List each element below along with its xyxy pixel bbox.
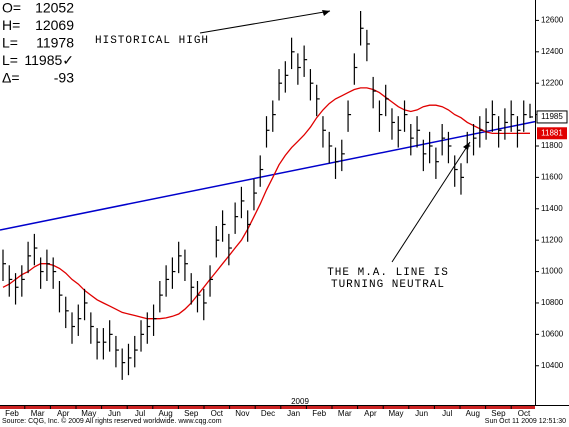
y-tick-label: 12600 [541, 16, 564, 25]
header-value: 12052 [35, 0, 74, 16]
annotation-arrow [199, 10, 331, 34]
y-tick-label: 10800 [541, 298, 564, 307]
last-price-label: 11985 [541, 112, 563, 121]
x-tick-label: Aug [466, 409, 480, 418]
y-tick-label: 11400 [541, 204, 563, 213]
moving-average [2, 87, 530, 320]
y-tick-label: 11000 [541, 267, 563, 276]
x-tick-label: Jan [287, 409, 300, 418]
header-value: 12069 [35, 17, 74, 33]
y-tick-label: 11800 [541, 141, 563, 150]
y-tick-label: 12200 [541, 78, 564, 87]
header-label: L= [2, 52, 18, 68]
x-tick-label: Feb [5, 409, 19, 418]
x-tick-label: Feb [312, 409, 326, 418]
x-tick-label: Nov [235, 409, 249, 418]
ma-tag [537, 127, 567, 140]
date-strip [0, 406, 535, 409]
header-value: 11978 [36, 35, 74, 51]
x-tick-label: Jul [135, 409, 145, 418]
annotation-arrow [391, 141, 471, 263]
header-value: 11985✓ [24, 52, 74, 68]
header-value: -93 [54, 70, 74, 86]
x-tick-label: Oct [211, 409, 224, 418]
x-tick-label: Mar [338, 409, 352, 418]
x-tick-label: Aug [158, 409, 172, 418]
header-label: O= [2, 0, 21, 16]
annotation: TURNING NEUTRAL [331, 279, 445, 291]
header-label: Δ= [2, 70, 20, 86]
y-tick-label: 10600 [541, 329, 564, 338]
x-tick-label: May [388, 409, 403, 418]
x-tick-label: Jul [442, 409, 452, 418]
arrow-head [322, 10, 330, 16]
x-tick-label: Sep [491, 409, 506, 418]
x-tick-label: May [81, 409, 96, 418]
trendline [0, 120, 536, 231]
header-label: H= [2, 17, 20, 33]
x-tick-label: Sep [184, 409, 199, 418]
x-tick-label: Mar [31, 409, 45, 418]
y-tick-label: 12400 [541, 47, 564, 56]
x-tick-label: Jun [108, 409, 121, 418]
x-tick-label: Dec [261, 409, 275, 418]
year-label: 2009 [291, 397, 309, 406]
last-price-tag [536, 110, 568, 124]
source: Source: CQG, Inc. © 2009 All rights rese… [2, 417, 222, 425]
timestamp: Sun Oct 11 2009 12:51:30 [485, 418, 566, 425]
header-label: L= [2, 35, 18, 51]
arrow-head [463, 142, 470, 150]
x-tick-label: Apr [364, 409, 377, 418]
ma-label: 11881 [541, 128, 563, 137]
x-tick-label: Oct [518, 409, 531, 418]
y-tick-label: 10400 [541, 361, 564, 370]
annotation: THE M.A. LINE IS [327, 267, 449, 279]
x-tick-label: Apr [57, 409, 70, 418]
y-tick-label: 11600 [541, 172, 563, 181]
x-tick-label: Jun [415, 409, 428, 418]
y-tick-label: 11200 [541, 235, 563, 244]
annotation: HISTORICAL HIGH [95, 35, 209, 47]
